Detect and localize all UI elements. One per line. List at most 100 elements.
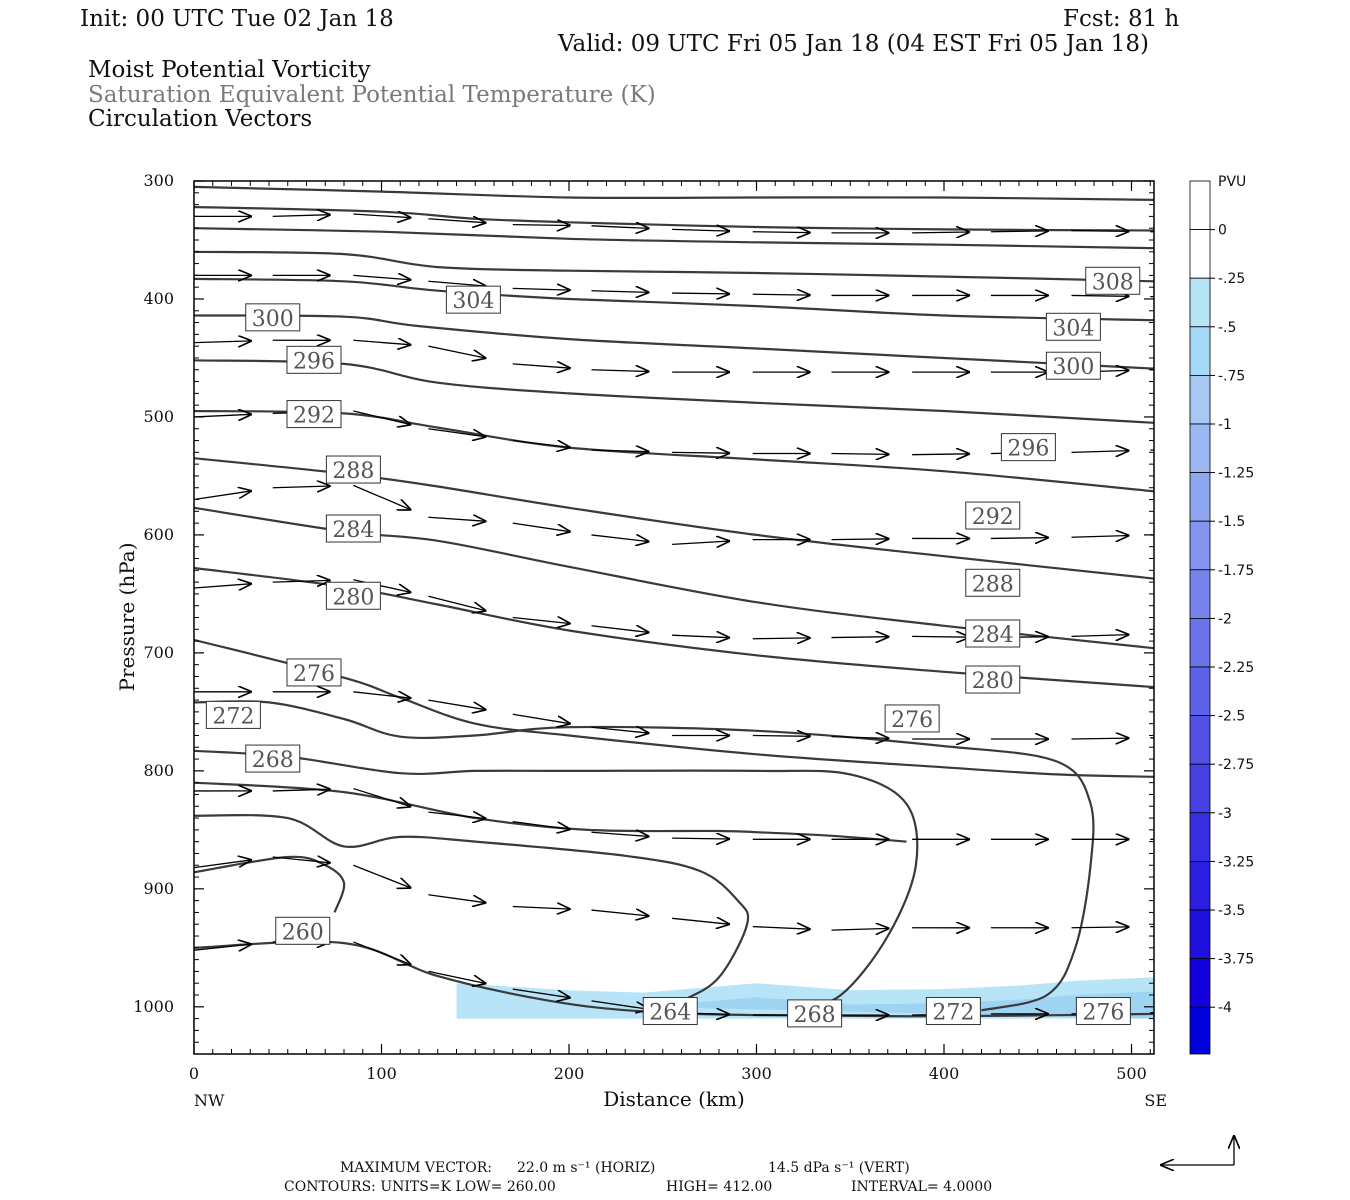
circulation-vector	[591, 226, 650, 229]
circulation-vector	[428, 595, 486, 611]
colorbar-swatch	[1189, 763, 1211, 814]
contour-label: 296	[286, 345, 342, 374]
colorbar-tick-label: -2.25	[1218, 660, 1254, 676]
colorbar-swatch	[1189, 423, 1211, 473]
contour-label-text: 272	[932, 1001, 974, 1026]
contour-label-text: 272	[212, 704, 254, 729]
circulation-vector	[353, 410, 411, 425]
contour-label: 308	[1085, 266, 1141, 295]
circulation-vector	[428, 281, 486, 286]
contour-label: 288	[325, 455, 381, 484]
init-time: Init: 00 UTC Tue 02 Jan 18	[80, 6, 394, 32]
circulation-vector	[272, 486, 331, 488]
contour-label-box	[286, 658, 342, 687]
contour-label-box	[1075, 997, 1131, 1026]
circulation-vector	[272, 580, 331, 582]
circulation-vector	[591, 727, 650, 733]
circulation-vector	[912, 636, 970, 637]
x-axis-title: Distance (km)	[603, 1087, 745, 1111]
contour-label-box	[286, 345, 342, 374]
contour-label-box	[965, 568, 1021, 597]
circulation-vector	[194, 584, 252, 588]
contour-label-text: 276	[293, 662, 335, 687]
colorbar-swatch	[1189, 520, 1211, 571]
circulation-vector	[512, 618, 571, 624]
contour-label-box	[642, 997, 698, 1026]
max-vector-horiz: 22.0 m s⁻¹ (HORIZ)	[517, 1160, 655, 1176]
contour-label-text: 268	[252, 748, 294, 773]
circulation-vector	[752, 294, 811, 295]
theta-es-contour-line	[194, 359, 1154, 424]
circulation-vector	[428, 970, 486, 983]
y-tick-label: 600	[143, 525, 174, 544]
y-tick-label: 500	[143, 407, 174, 426]
contour-label-text: 308	[1092, 270, 1134, 295]
colorbar-swatch	[1189, 812, 1211, 862]
pv-region-core	[644, 991, 1154, 1019]
field-title-theta-es: Saturation Equivalent Potential Temperat…	[88, 82, 656, 108]
contour-label-box	[1085, 266, 1141, 295]
contour-label: 276	[1075, 997, 1131, 1026]
colorbar-tick-label: -3	[1218, 806, 1232, 822]
x-tick-label: 300	[741, 1064, 772, 1083]
colorbar-swatch	[1189, 909, 1211, 959]
contour-label: 304	[1045, 312, 1101, 341]
contour-high: HIGH= 412.00	[666, 1179, 772, 1195]
contour-label: 272	[205, 700, 261, 729]
contour-label-box	[245, 303, 301, 332]
contour-label: 276	[884, 704, 940, 733]
contour-label-text: 296	[293, 349, 335, 374]
colorbar-tick-label: 0	[1218, 223, 1227, 239]
circulation-vector	[672, 635, 730, 638]
contour-label-text: 288	[332, 459, 374, 484]
colorbar-tick-label: -3.5	[1218, 903, 1245, 919]
contour-label-text: 296	[1007, 437, 1049, 462]
y-tick-label: 800	[143, 761, 174, 780]
colorbar-swatch	[1189, 1006, 1211, 1055]
circulation-vector	[912, 454, 970, 455]
contour-label-box	[884, 704, 940, 733]
contour-label-box	[1045, 312, 1101, 341]
colorbar-tick-label: -.25	[1218, 271, 1245, 287]
circulation-vector	[428, 699, 486, 710]
contour-label: 292	[286, 400, 342, 429]
contour-label-text: 280	[332, 585, 374, 610]
theta-es-contour-line	[194, 277, 1154, 322]
contour-label-box	[1045, 351, 1101, 380]
colorbar-tick-label: -1.75	[1218, 563, 1254, 579]
circulation-vector	[353, 864, 411, 888]
circulation-vector	[591, 910, 650, 916]
theta-es-contour-line	[194, 749, 919, 1012]
x-tick-label: 0	[189, 1064, 199, 1083]
contour-info: CONTOURS: UNITS=K LOW= 260.00	[284, 1179, 556, 1195]
contour-label-text: 284	[972, 623, 1014, 648]
circulation-vector	[1071, 451, 1130, 453]
theta-es-contour-line	[194, 638, 1154, 778]
circulation-vector	[353, 692, 411, 698]
circulation-vector	[1071, 635, 1130, 637]
contour-label-text: 284	[332, 518, 374, 543]
circulation-vector	[752, 927, 811, 930]
circulation-vector	[512, 713, 571, 724]
circulation-vector	[672, 541, 730, 544]
contour-label: 300	[245, 303, 301, 332]
circulation-vector	[512, 907, 571, 910]
circulation-vector	[512, 820, 571, 830]
colorbar-swatch	[1189, 715, 1211, 765]
colorbar-title: PVU	[1218, 174, 1246, 190]
contour-label: 280	[325, 581, 381, 610]
contour-label-box	[275, 916, 331, 945]
x-tick-label: 100	[366, 1064, 397, 1083]
theta-es-contour-line	[194, 781, 907, 843]
contour-label-box	[325, 514, 381, 543]
x-end-label-left: NW	[194, 1091, 225, 1110]
contour-label-box	[965, 619, 1021, 648]
circulation-vector	[672, 293, 730, 294]
circulation-vector	[194, 341, 252, 343]
contour-label: 280	[965, 665, 1021, 694]
plot-frame	[193, 180, 1155, 1055]
circulation-vector	[353, 787, 411, 807]
circulation-vector	[672, 452, 730, 453]
reference-vector-icon	[1160, 1135, 1234, 1165]
